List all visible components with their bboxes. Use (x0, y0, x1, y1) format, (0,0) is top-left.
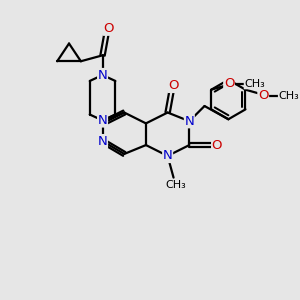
Text: N: N (98, 69, 107, 82)
Text: N: N (98, 135, 107, 148)
Text: CH₃: CH₃ (244, 79, 265, 89)
Text: O: O (103, 22, 114, 35)
Text: CH₃: CH₃ (278, 91, 299, 100)
Text: O: O (258, 89, 268, 102)
Text: CH₃: CH₃ (165, 179, 186, 190)
Text: O: O (168, 80, 179, 92)
Text: N: N (184, 115, 194, 128)
Text: N: N (98, 114, 107, 127)
Text: O: O (212, 139, 222, 152)
Text: O: O (224, 77, 234, 90)
Text: N: N (163, 149, 172, 162)
